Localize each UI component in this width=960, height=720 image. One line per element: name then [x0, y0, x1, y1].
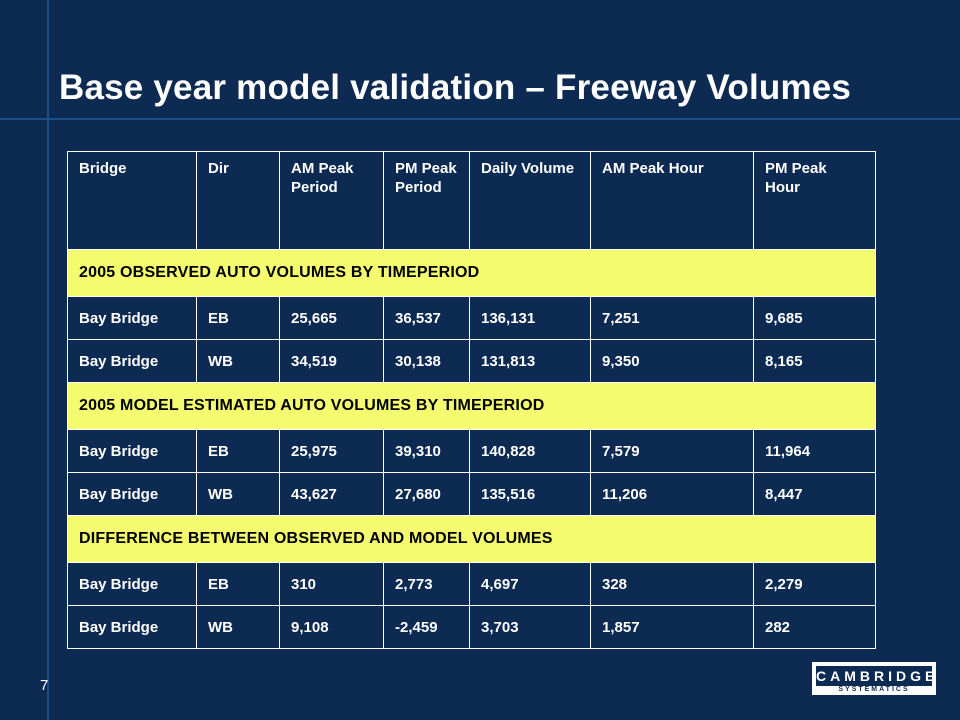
- slide-title: Base year model validation – Freeway Vol…: [59, 68, 852, 107]
- cell-pm-peak-hour: 8,165: [753, 339, 876, 383]
- table-row: Bay Bridge WB 34,519 30,138 131,813 9,35…: [67, 339, 876, 383]
- horizontal-accent-line: [0, 118, 960, 120]
- cell-dir: WB: [196, 339, 280, 383]
- column-header-pm-peak-hour: PM Peak Hour: [753, 151, 876, 250]
- table-header-row: Bridge Dir AM Peak Period PM Peak Period…: [67, 151, 876, 250]
- cell-pm-peak-hour: 11,964: [753, 429, 876, 473]
- column-header-pm-peak-period: PM Peak Period: [383, 151, 470, 250]
- cell-bridge: Bay Bridge: [67, 429, 197, 473]
- cell-am-peak-hour: 11,206: [590, 472, 754, 516]
- section-label: DIFFERENCE BETWEEN OBSERVED AND MODEL VO…: [67, 515, 876, 563]
- cell-pm-peak-period: 39,310: [383, 429, 470, 473]
- vertical-accent-line: [47, 0, 49, 720]
- column-header-bridge: Bridge: [67, 151, 197, 250]
- cell-am-peak-period: 34,519: [279, 339, 384, 383]
- cell-daily-volume: 135,516: [469, 472, 591, 516]
- cell-dir: EB: [196, 429, 280, 473]
- cell-am-peak-hour: 9,350: [590, 339, 754, 383]
- cell-am-peak-period: 25,665: [279, 296, 384, 340]
- cell-daily-volume: 136,131: [469, 296, 591, 340]
- cell-dir: EB: [196, 562, 280, 606]
- section-label: 2005 OBSERVED AUTO VOLUMES BY TIMEPERIOD: [67, 249, 876, 297]
- column-header-dir: Dir: [196, 151, 280, 250]
- table-row: Bay Bridge EB 310 2,773 4,697 328 2,279: [67, 562, 876, 606]
- cell-daily-volume: 140,828: [469, 429, 591, 473]
- cell-am-peak-period: 25,975: [279, 429, 384, 473]
- cell-am-peak-hour: 328: [590, 562, 754, 606]
- cell-pm-peak-period: -2,459: [383, 605, 470, 649]
- cell-pm-peak-period: 2,773: [383, 562, 470, 606]
- section-label: 2005 MODEL ESTIMATED AUTO VOLUMES BY TIM…: [67, 382, 876, 430]
- section-header-model-estimated: 2005 MODEL ESTIMATED AUTO VOLUMES BY TIM…: [67, 382, 876, 430]
- logo-subtext: SYSTEMATICS: [838, 686, 910, 693]
- cell-dir: WB: [196, 605, 280, 649]
- cambridge-systematics-logo: CAMBRIDGE SYSTEMATICS: [812, 662, 936, 695]
- cell-bridge: Bay Bridge: [67, 562, 197, 606]
- cell-dir: EB: [196, 296, 280, 340]
- cell-pm-peak-hour: 2,279: [753, 562, 876, 606]
- cell-pm-peak-hour: 282: [753, 605, 876, 649]
- table-row: Bay Bridge WB 9,108 -2,459 3,703 1,857 2…: [67, 605, 876, 649]
- cell-am-peak-period: 310: [279, 562, 384, 606]
- cell-bridge: Bay Bridge: [67, 339, 197, 383]
- section-header-observed: 2005 OBSERVED AUTO VOLUMES BY TIMEPERIOD: [67, 249, 876, 297]
- cell-bridge: Bay Bridge: [67, 296, 197, 340]
- logo-wordmark: CAMBRIDGE: [816, 666, 939, 686]
- cell-am-peak-hour: 7,579: [590, 429, 754, 473]
- column-header-daily-volume: Daily Volume: [469, 151, 591, 250]
- volume-validation-table: Bridge Dir AM Peak Period PM Peak Period…: [67, 151, 876, 649]
- column-header-am-peak-period: AM Peak Period: [279, 151, 384, 250]
- cell-bridge: Bay Bridge: [67, 472, 197, 516]
- table-row: Bay Bridge WB 43,627 27,680 135,516 11,2…: [67, 472, 876, 516]
- table-row: Bay Bridge EB 25,975 39,310 140,828 7,57…: [67, 429, 876, 473]
- cell-pm-peak-hour: 9,685: [753, 296, 876, 340]
- column-header-am-peak-hour: AM Peak Hour: [590, 151, 754, 250]
- cell-am-peak-period: 9,108: [279, 605, 384, 649]
- cell-pm-peak-period: 36,537: [383, 296, 470, 340]
- cell-pm-peak-period: 27,680: [383, 472, 470, 516]
- cell-am-peak-hour: 7,251: [590, 296, 754, 340]
- cell-pm-peak-hour: 8,447: [753, 472, 876, 516]
- cell-daily-volume: 3,703: [469, 605, 591, 649]
- section-header-difference: DIFFERENCE BETWEEN OBSERVED AND MODEL VO…: [67, 515, 876, 563]
- cell-daily-volume: 131,813: [469, 339, 591, 383]
- cell-am-peak-period: 43,627: [279, 472, 384, 516]
- cell-pm-peak-period: 30,138: [383, 339, 470, 383]
- cell-dir: WB: [196, 472, 280, 516]
- cell-bridge: Bay Bridge: [67, 605, 197, 649]
- cell-am-peak-hour: 1,857: [590, 605, 754, 649]
- page-number: 7: [40, 677, 49, 694]
- table-row: Bay Bridge EB 25,665 36,537 136,131 7,25…: [67, 296, 876, 340]
- cell-daily-volume: 4,697: [469, 562, 591, 606]
